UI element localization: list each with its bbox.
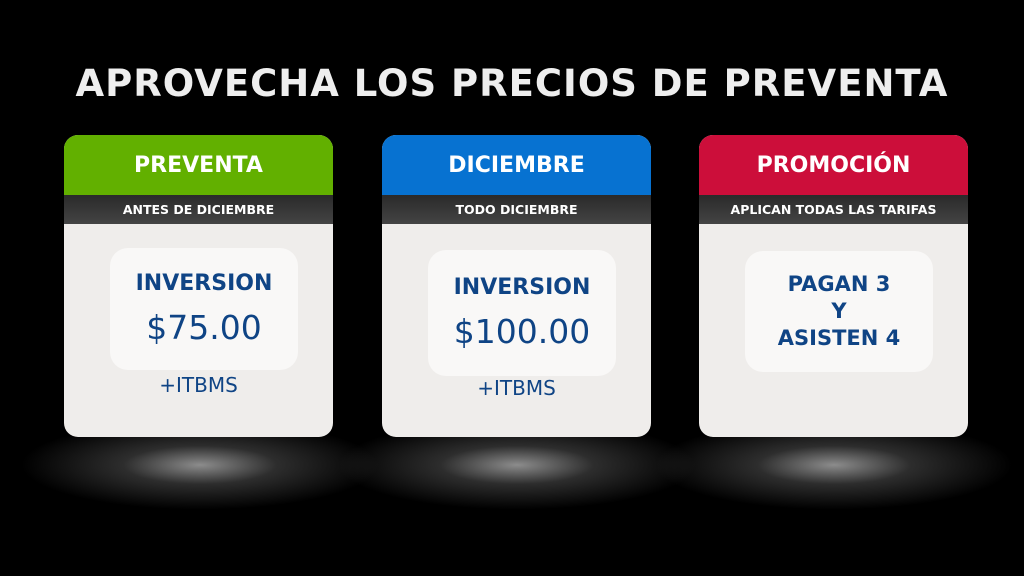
- card-diciembre: DICIEMBRE TODO DICIEMBRE INVERSION $100.…: [382, 135, 651, 437]
- price-label: INVERSION: [135, 271, 273, 296]
- tax-note: +ITBMS: [477, 376, 556, 400]
- price-label: INVERSION: [453, 275, 591, 300]
- price-value: $100.00: [453, 312, 591, 351]
- card-subheader: TODO DICIEMBRE: [382, 195, 651, 224]
- card-subheader: APLICAN TODAS LAS TARIFAS: [699, 195, 968, 224]
- price-value: $75.00: [146, 308, 262, 347]
- card-subheader: ANTES DE DICIEMBRE: [64, 195, 333, 224]
- card-header: PREVENTA: [64, 135, 333, 195]
- tax-note: +ITBMS: [159, 373, 238, 397]
- promo-line: Y: [831, 299, 847, 323]
- price-box: INVERSION $75.00: [110, 248, 298, 370]
- promo-box: PAGAN 3 Y ASISTEN 4: [745, 251, 933, 372]
- card-header: DICIEMBRE: [382, 135, 651, 195]
- card-promocion: PROMOCIÓN APLICAN TODAS LAS TARIFAS PAGA…: [699, 135, 968, 437]
- card-header: PROMOCIÓN: [699, 135, 968, 195]
- price-box: INVERSION $100.00: [428, 250, 616, 376]
- promo-line: PAGAN 3: [787, 272, 891, 296]
- card-preventa: PREVENTA ANTES DE DICIEMBRE INVERSION $7…: [64, 135, 333, 437]
- page-title: APROVECHA LOS PRECIOS DE PREVENTA: [75, 62, 949, 105]
- promo-line: ASISTEN 4: [777, 326, 901, 350]
